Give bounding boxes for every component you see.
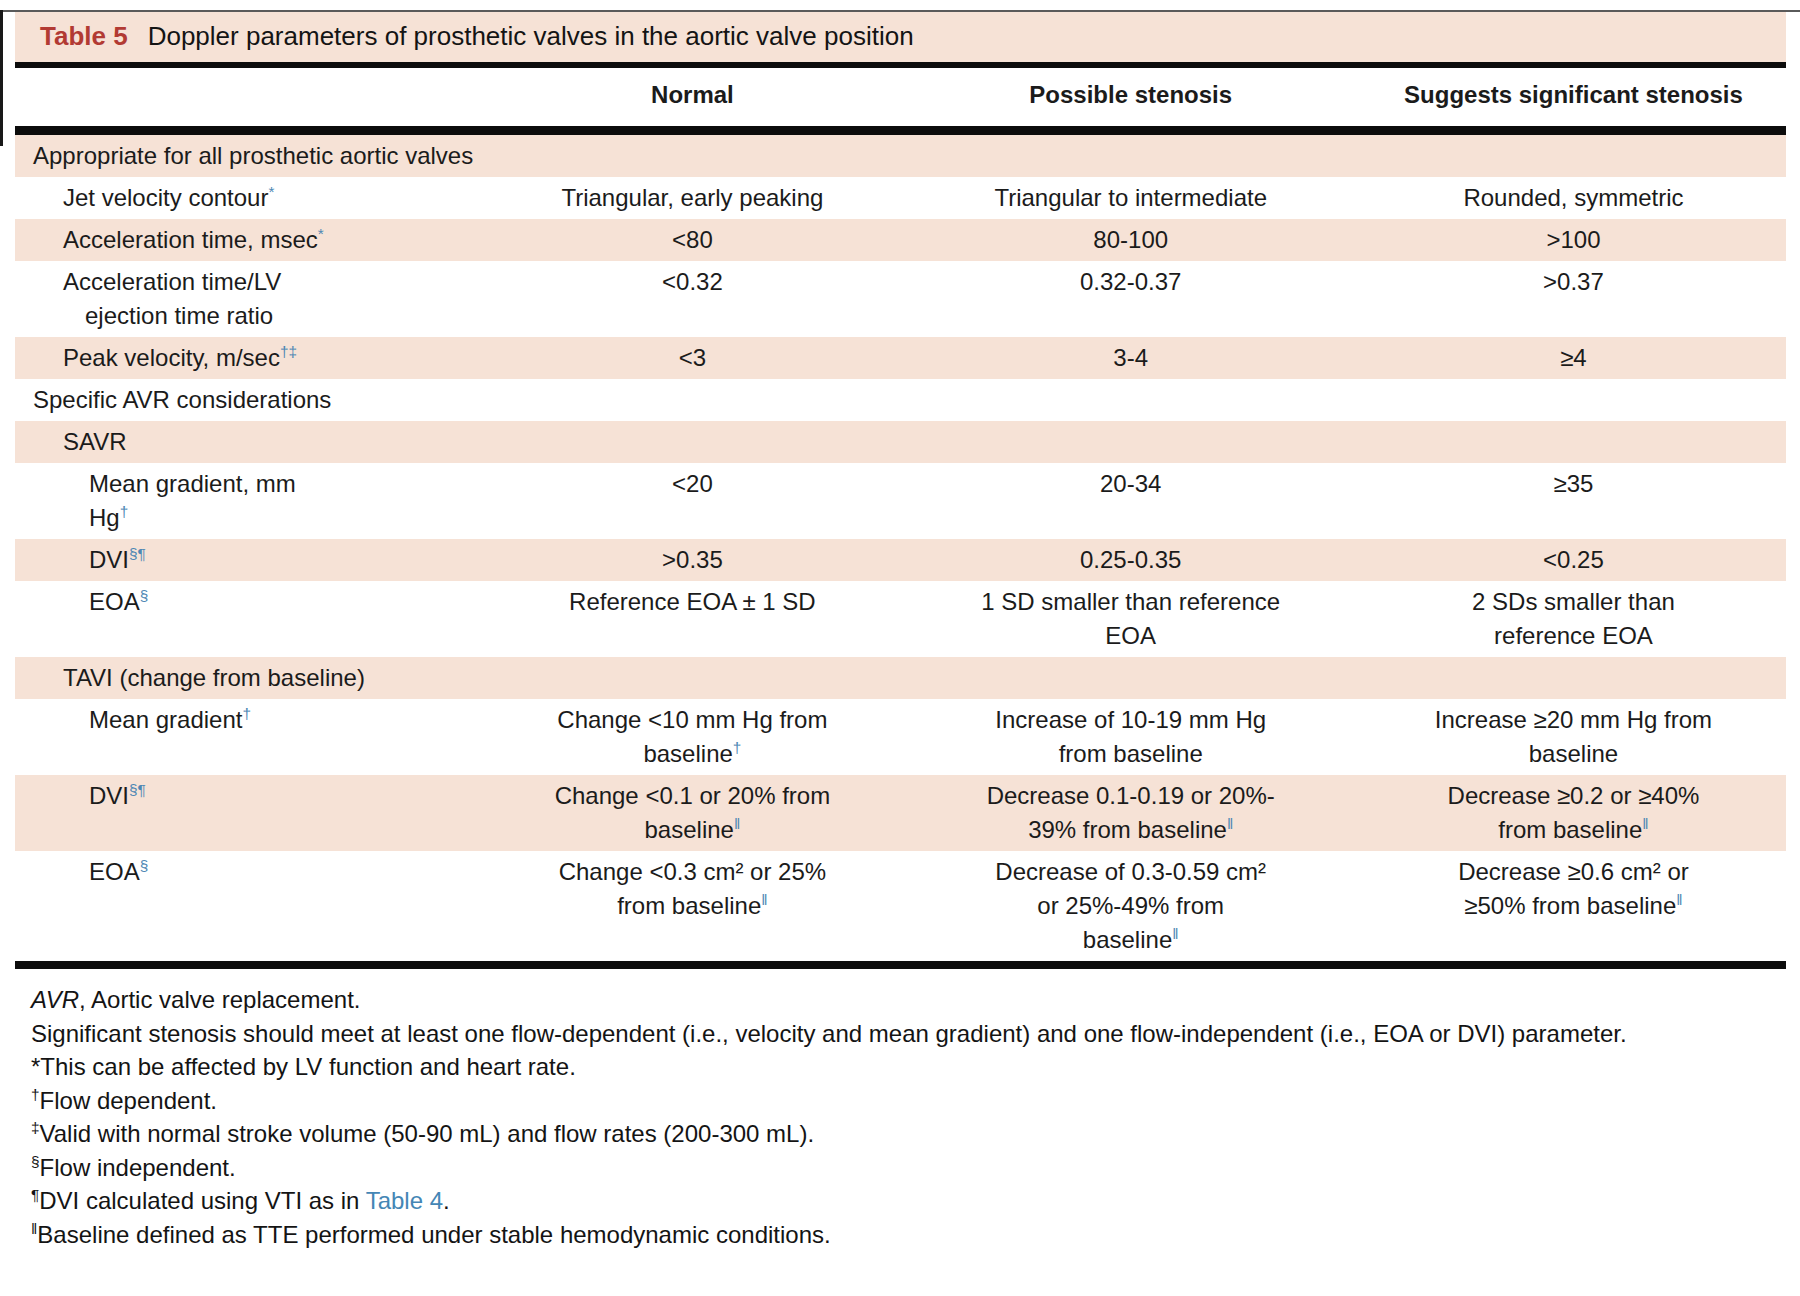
cell-normal: Change <0.3 cm² or 25%from baseline‖ xyxy=(484,855,900,957)
footnotes-block: AVR, Aortic valve replacement.Significan… xyxy=(15,983,1786,1251)
table4-link[interactable]: Table 4 xyxy=(366,1187,443,1214)
table-row: Jet velocity contour*Triangular, early p… xyxy=(15,177,1786,219)
footnote: ¶DVI calculated using VTI as in Table 4. xyxy=(31,1184,1786,1218)
cell-significant-stenosis: Increase ≥20 mm Hg frombaseline xyxy=(1361,703,1786,771)
page-left-edge-line xyxy=(0,10,3,146)
cell-significant-stenosis: ≥35 xyxy=(1361,467,1786,535)
cell-possible-stenosis: 0.25-0.35 xyxy=(900,543,1360,577)
footnote: Significant stenosis should meet at leas… xyxy=(31,1017,1786,1051)
section-row: Appropriate for all prosthetic aortic va… xyxy=(15,135,1786,177)
table-row: Acceleration time, msec*<8080-100>100 xyxy=(15,219,1786,261)
cell-normal: Reference EOA ± 1 SD xyxy=(484,585,900,653)
cell-possible-stenosis: 3-4 xyxy=(900,341,1360,375)
cell-possible-stenosis: Decrease 0.1-0.19 or 20%-39% from baseli… xyxy=(900,779,1360,847)
page-top-edge-line xyxy=(0,10,1800,12)
footnote: ‡Valid with normal stroke volume (50-90 … xyxy=(31,1117,1786,1151)
row-label: Acceleration time/LVejection time ratio xyxy=(15,265,484,333)
cell-normal: <20 xyxy=(484,467,900,535)
column-header-normal: Normal xyxy=(484,81,900,109)
cell-possible-stenosis: 0.32-0.37 xyxy=(900,265,1360,333)
footnote: §Flow independent. xyxy=(31,1151,1786,1185)
cell-possible-stenosis: Increase of 10-19 mm Hgfrom baseline xyxy=(900,703,1360,771)
table-number: Table 5 xyxy=(40,21,128,52)
row-label: TAVI (change from baseline) xyxy=(15,661,1786,695)
column-header-row: Normal Possible stenosis Suggests signif… xyxy=(15,68,1786,126)
table-row: EOA§Reference EOA ± 1 SD1 SD smaller tha… xyxy=(15,581,1786,657)
cell-possible-stenosis: 20-34 xyxy=(900,467,1360,535)
footnote: ‖Baseline defined as TTE performed under… xyxy=(31,1218,1786,1252)
cell-normal: <3 xyxy=(484,341,900,375)
cell-significant-stenosis: Decrease ≥0.6 cm² or≥50% from baseline‖ xyxy=(1361,855,1786,957)
column-header-significant-stenosis: Suggests significant stenosis xyxy=(1361,81,1786,109)
row-label: EOA§ xyxy=(15,855,484,957)
row-label: Mean gradient, mmHg† xyxy=(15,467,484,535)
table-row: DVI§¶>0.350.25-0.35<0.25 xyxy=(15,539,1786,581)
horizontal-rule-bottom xyxy=(15,961,1786,969)
section-row: SAVR xyxy=(15,421,1786,463)
cell-significant-stenosis: Rounded, symmetric xyxy=(1361,181,1786,215)
footnote: *This can be affected by LV function and… xyxy=(31,1050,1786,1084)
cell-normal: <0.32 xyxy=(484,265,900,333)
cell-significant-stenosis: ≥4 xyxy=(1361,341,1786,375)
cell-significant-stenosis: >100 xyxy=(1361,223,1786,257)
cell-normal: Change <0.1 or 20% frombaseline‖ xyxy=(484,779,900,847)
table5-figure: Table 5 Doppler parameters of prosthetic… xyxy=(0,10,1800,1296)
footnote: AVR, Aortic valve replacement. xyxy=(31,983,1786,1017)
horizontal-rule-below-header xyxy=(15,126,1786,135)
section-row: TAVI (change from baseline) xyxy=(15,657,1786,699)
table-row: Mean gradient, mmHg†<2020-34≥35 xyxy=(15,463,1786,539)
row-label: Acceleration time, msec* xyxy=(15,223,484,257)
table-title-band: Table 5 Doppler parameters of prosthetic… xyxy=(15,10,1786,62)
cell-possible-stenosis: Decrease of 0.3-0.59 cm²or 25%-49% fromb… xyxy=(900,855,1360,957)
row-label: Appropriate for all prosthetic aortic va… xyxy=(15,139,1786,173)
table-body: Appropriate for all prosthetic aortic va… xyxy=(15,135,1786,961)
row-label: DVI§¶ xyxy=(15,543,484,577)
section-row: Specific AVR considerations xyxy=(15,379,1786,421)
footnote: †Flow dependent. xyxy=(31,1084,1786,1118)
row-label: Mean gradient† xyxy=(15,703,484,771)
column-header-empty xyxy=(15,81,484,109)
cell-significant-stenosis: <0.25 xyxy=(1361,543,1786,577)
cell-possible-stenosis: Triangular to intermediate xyxy=(900,181,1360,215)
table-row: DVI§¶Change <0.1 or 20% frombaseline‖Dec… xyxy=(15,775,1786,851)
table-row: Acceleration time/LVejection time ratio<… xyxy=(15,261,1786,337)
cell-possible-stenosis: 1 SD smaller than referenceEOA xyxy=(900,585,1360,653)
cell-normal: >0.35 xyxy=(484,543,900,577)
cell-normal: <80 xyxy=(484,223,900,257)
cell-normal: Triangular, early peaking xyxy=(484,181,900,215)
row-label: Specific AVR considerations xyxy=(15,383,1786,417)
table-row: EOA§Change <0.3 cm² or 25%from baseline‖… xyxy=(15,851,1786,961)
cell-significant-stenosis: >0.37 xyxy=(1361,265,1786,333)
table-caption: Doppler parameters of prosthetic valves … xyxy=(148,21,914,52)
table-row: Mean gradient†Change <10 mm Hg frombasel… xyxy=(15,699,1786,775)
row-label: Peak velocity, m/sec†‡ xyxy=(15,341,484,375)
row-label: EOA§ xyxy=(15,585,484,653)
row-label: DVI§¶ xyxy=(15,779,484,847)
row-label: Jet velocity contour* xyxy=(15,181,484,215)
cell-possible-stenosis: 80-100 xyxy=(900,223,1360,257)
cell-normal: Change <10 mm Hg frombaseline† xyxy=(484,703,900,771)
cell-significant-stenosis: 2 SDs smaller thanreference EOA xyxy=(1361,585,1786,653)
cell-significant-stenosis: Decrease ≥0.2 or ≥40%from baseline‖ xyxy=(1361,779,1786,847)
table-row: Peak velocity, m/sec†‡<33-4≥4 xyxy=(15,337,1786,379)
column-header-possible-stenosis: Possible stenosis xyxy=(900,81,1360,109)
row-label: SAVR xyxy=(15,425,1786,459)
